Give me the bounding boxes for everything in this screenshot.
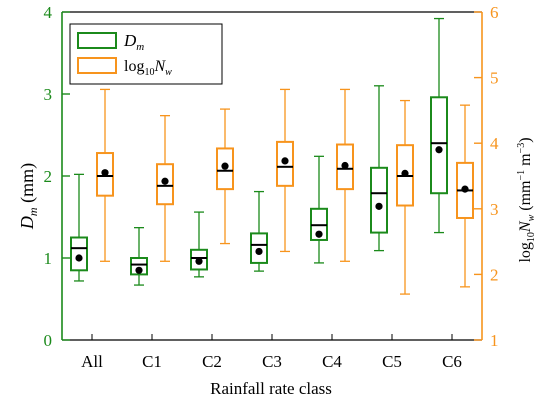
box-mean-marker [315,230,323,238]
box-mean-marker [375,202,383,210]
y-right-tick-label: 1 [490,331,499,350]
legend-swatch-nw [77,57,117,74]
y-right-tick-label: 4 [490,134,499,153]
y-left-tick-label: 2 [44,167,53,186]
y-left-tick-label: 3 [44,85,53,104]
box-body [430,96,448,195]
box-mean-marker [461,185,469,193]
legend-swatch-dm [77,32,117,49]
legend: Dm log10Nw [69,23,223,85]
x-tick-label: C4 [322,352,342,371]
plot-area: 0 1 2 3 4 1 2 3 4 5 6 All C1 C2 C3 C4 C5 C6 [44,3,500,371]
x-tick-label: All [81,352,103,371]
y-right-tick-label: 5 [490,69,499,88]
legend-label-dm: Dm [123,31,144,53]
y-right-tick-label: 3 [490,200,499,219]
x-tick-label: C6 [442,352,462,371]
box-mean-marker [135,266,143,274]
y-right-tick-label: 6 [490,3,499,22]
x-axis-title: Rainfall rate class [210,379,332,398]
x-tick-label: C5 [382,352,402,371]
y-left-tick-label: 4 [44,3,53,22]
x-tick-label: C1 [142,352,162,371]
box-mean-marker [401,169,409,177]
y-left-tick-label: 0 [44,331,53,350]
box-body [130,257,148,276]
box-mean-marker [161,177,169,185]
x-tick-label: C3 [262,352,282,371]
x-tick-label: C2 [202,352,222,371]
box-mean-marker [341,161,349,170]
box-mean-marker [281,157,289,165]
y-right-axis-title: log10Nw (mm−1 m−3) [516,137,537,262]
box-body [70,236,88,272]
box-mean-marker [221,162,229,170]
box-mean-marker [435,146,443,154]
box-mean-marker [75,254,83,262]
box-mean-marker [255,247,263,256]
box-body [370,166,388,234]
box-mean-marker [195,257,203,265]
y-right-tick-label: 2 [490,265,499,284]
y-left-axis-title: Dm (mm) [17,163,40,230]
box-mean-marker [101,169,109,177]
y-left-tick-label: 1 [44,249,53,268]
legend-label-nw: log10Nw [124,58,172,78]
